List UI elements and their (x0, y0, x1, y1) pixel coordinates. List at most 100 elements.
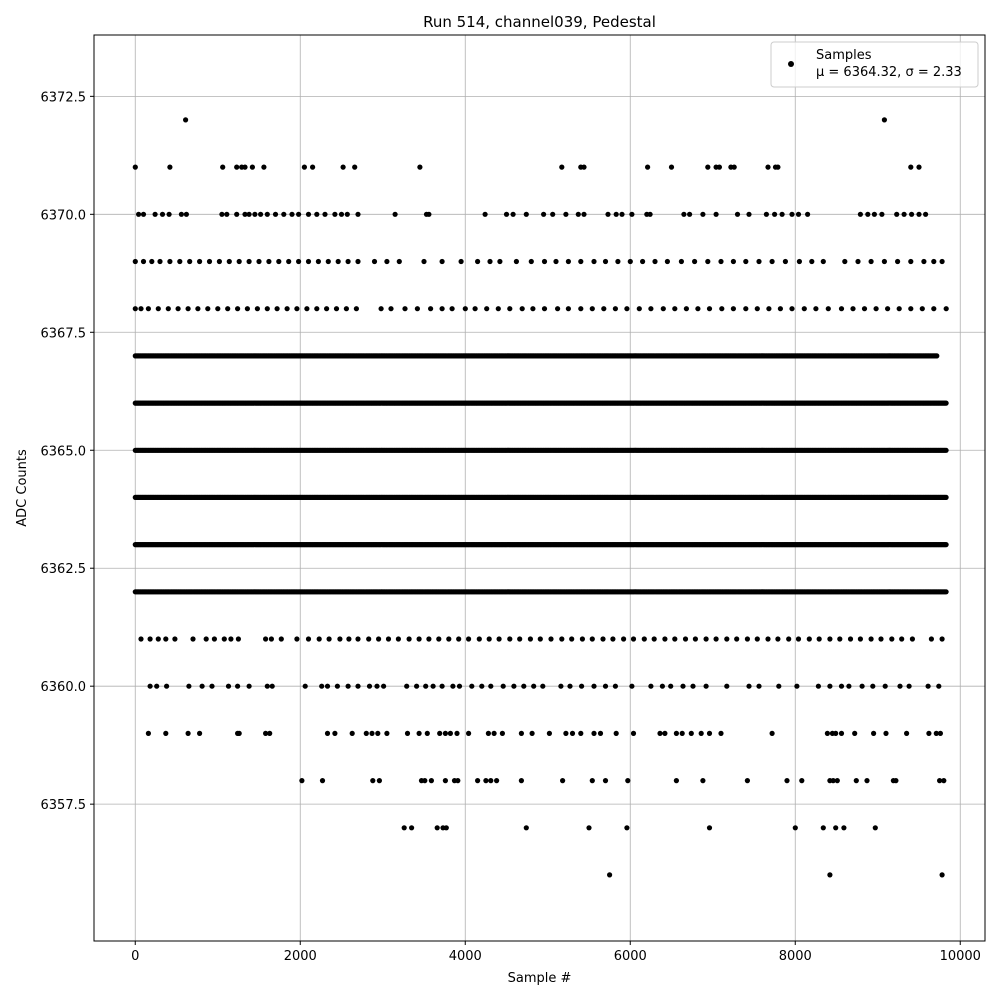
sample-point (937, 730, 944, 737)
sample-point (332, 211, 338, 217)
sample-point (462, 306, 468, 312)
sample-point (837, 636, 843, 642)
sample-point (607, 872, 613, 878)
sample-point (558, 683, 564, 689)
sample-point (743, 306, 749, 312)
sample-point (939, 872, 945, 878)
sample-point (396, 258, 402, 265)
sample-point (167, 164, 173, 170)
sample-point (718, 730, 724, 737)
sample-point (563, 730, 569, 737)
sample-point (185, 730, 191, 737)
sample-point (630, 636, 637, 642)
sample-point (404, 730, 411, 737)
sample-point (765, 636, 771, 642)
sample-point (569, 730, 576, 737)
sample-point (226, 258, 232, 265)
sample-point (242, 164, 248, 170)
sample-point (683, 306, 690, 312)
sample-point (220, 164, 226, 170)
sample-point (893, 778, 899, 784)
sample-point (651, 636, 657, 642)
sample-point (219, 211, 225, 217)
sample-point (624, 825, 630, 831)
sample-point (659, 683, 666, 689)
sample-point (322, 211, 328, 217)
sample-point (815, 683, 822, 689)
sample-point (314, 211, 320, 217)
sample-point (541, 258, 548, 265)
sample-point (225, 683, 232, 689)
sample-point (871, 730, 877, 737)
sample-point (734, 211, 741, 217)
sample-point (820, 825, 826, 831)
sample-point (211, 636, 217, 642)
sample-point (423, 683, 429, 689)
sample-point (713, 211, 719, 217)
sample-point (668, 683, 674, 689)
sample-point (641, 636, 647, 642)
sample-point (340, 164, 346, 170)
sample-point (172, 636, 178, 642)
sample-point (366, 636, 372, 642)
sample-point (610, 636, 616, 642)
sample-point (756, 258, 762, 265)
sample-point (355, 683, 361, 689)
sample-point (414, 683, 420, 689)
sample-point (613, 211, 619, 217)
sample-point (494, 778, 500, 784)
sample-point (209, 683, 215, 689)
sample-point (475, 258, 481, 265)
sample-point (140, 258, 147, 265)
sample-point (186, 683, 192, 689)
sample-point (857, 636, 864, 642)
sample-point (205, 306, 211, 312)
sample-point (766, 306, 772, 312)
sample-point (857, 211, 864, 217)
sample-point (578, 258, 584, 265)
sample-point (332, 730, 338, 737)
sample-point (523, 211, 529, 217)
sample-point (177, 258, 183, 265)
sample-point (406, 636, 412, 642)
sample-point (475, 778, 481, 784)
sample-point (145, 730, 151, 737)
sample-point (718, 258, 724, 265)
sample-point (234, 164, 240, 170)
sample-point (178, 211, 184, 217)
sample-point (439, 306, 445, 312)
sample-point (268, 636, 274, 642)
sample-point (904, 730, 910, 737)
y-tick-label: 6367.5 (41, 326, 87, 341)
sample-point (455, 778, 461, 784)
sample-point (296, 258, 302, 265)
sample-point (939, 258, 945, 265)
sample-point (439, 258, 445, 265)
sample-point (827, 636, 833, 642)
sample-point (266, 258, 272, 265)
sample-point (792, 825, 798, 831)
sample-point (756, 683, 762, 689)
sample-point (428, 306, 434, 312)
sample-point (939, 636, 945, 642)
sample-point (765, 164, 771, 170)
sample-point (897, 683, 903, 689)
sample-point (878, 636, 884, 642)
sample-point (529, 730, 535, 737)
sample-point (235, 683, 241, 689)
sample-point (540, 683, 546, 689)
sample-point (801, 306, 807, 312)
sample-point (672, 636, 678, 642)
sample-point (289, 211, 295, 217)
sample-point (589, 778, 595, 784)
sample-point (521, 683, 527, 689)
sample-point (612, 683, 619, 689)
sample-point (488, 683, 494, 689)
sample-point (579, 636, 586, 642)
sample-point (183, 117, 189, 123)
sample-point (345, 683, 351, 689)
sample-point (426, 636, 432, 642)
sample-point (744, 778, 751, 784)
sample-point (149, 258, 155, 265)
